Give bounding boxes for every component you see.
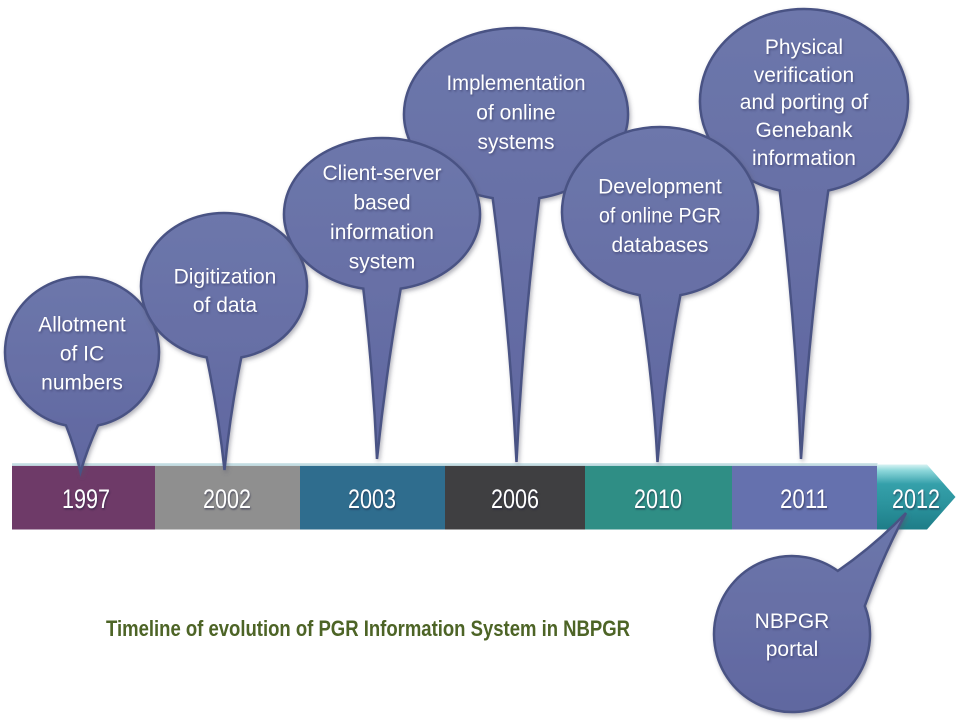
svg-text:1997: 1997 bbox=[62, 484, 110, 514]
svg-text:NBPGR: NBPGR bbox=[755, 610, 830, 633]
svg-text:of data: of data bbox=[193, 294, 258, 317]
svg-text:portal: portal bbox=[766, 638, 819, 661]
svg-text:Development: Development bbox=[598, 176, 722, 199]
svg-text:2006: 2006 bbox=[491, 484, 539, 514]
svg-text:and porting of: and porting of bbox=[740, 91, 869, 114]
svg-text:2002: 2002 bbox=[203, 484, 251, 514]
svg-text:verification: verification bbox=[754, 64, 854, 87]
svg-text:of IC: of IC bbox=[60, 343, 104, 366]
svg-text:system: system bbox=[349, 251, 416, 274]
svg-text:numbers: numbers bbox=[41, 372, 123, 395]
svg-text:Allotment: Allotment bbox=[38, 314, 126, 337]
svg-text:2003: 2003 bbox=[348, 484, 396, 514]
svg-text:Client-server: Client-server bbox=[322, 162, 441, 185]
svg-text:information: information bbox=[330, 221, 434, 244]
svg-text:Physical: Physical bbox=[765, 36, 843, 59]
svg-text:Implementation: Implementation bbox=[447, 72, 586, 95]
svg-text:of online PGR: of online PGR bbox=[599, 205, 721, 228]
svg-text:2012: 2012 bbox=[892, 484, 940, 514]
svg-text:Timeline of evolution of PGR I: Timeline of evolution of PGR Information… bbox=[106, 616, 630, 641]
svg-text:of online: of online bbox=[476, 102, 555, 125]
svg-text:2010: 2010 bbox=[634, 484, 682, 514]
svg-text:databases: databases bbox=[612, 234, 709, 257]
svg-text:systems: systems bbox=[477, 131, 554, 154]
svg-text:information: information bbox=[752, 147, 856, 170]
svg-text:2011: 2011 bbox=[780, 484, 828, 514]
svg-text:Genebank: Genebank bbox=[756, 119, 853, 142]
svg-text:Digitization: Digitization bbox=[174, 266, 277, 289]
svg-text:based: based bbox=[353, 192, 410, 215]
